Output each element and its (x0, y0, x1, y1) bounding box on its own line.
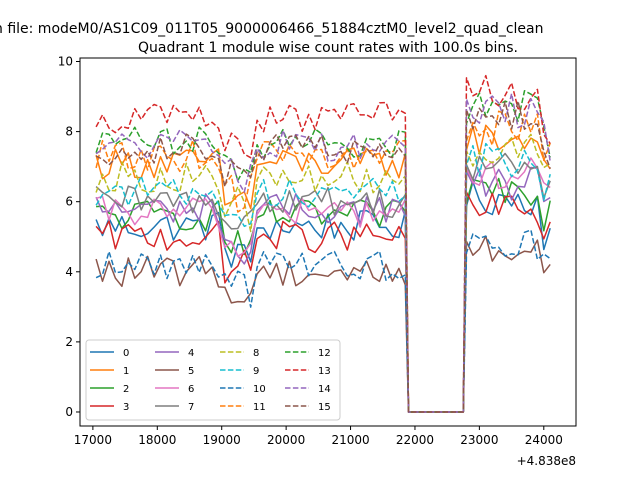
x-tick-label: 20000 (267, 433, 305, 447)
legend-label-5: 5 (188, 366, 194, 377)
series-line-15 (95, 100, 551, 413)
legend-label-12: 12 (318, 348, 331, 359)
legend-label-7: 7 (188, 402, 194, 413)
legend-label-8: 8 (253, 348, 259, 359)
legend-label-6: 6 (188, 384, 194, 395)
x-tick-label: 21000 (331, 433, 369, 447)
legend-box (85, 339, 341, 421)
series-line-13 (95, 74, 551, 413)
legend-label-9: 9 (253, 366, 259, 377)
legend-label-2: 2 (123, 384, 129, 395)
x-axis: 17000 18000 19000 20000 21000 22000 23000 24000 (74, 426, 563, 447)
legend-label-10: 10 (253, 384, 266, 395)
legend-label-3: 3 (123, 402, 129, 413)
series-line-6 (95, 157, 551, 413)
x-offset-label: +4.838e8 (517, 454, 576, 468)
y-tick-label: 0 (65, 405, 73, 419)
x-tick-label: 17000 (74, 433, 112, 447)
y-tick-label: 10 (58, 55, 73, 69)
legend-label-0: 0 (123, 348, 129, 359)
series-line-3 (95, 191, 551, 413)
x-tick-label: 22000 (396, 433, 434, 447)
x-tick-label: 23000 (460, 433, 498, 447)
legend-label-15: 15 (318, 402, 331, 413)
series-line-0 (95, 181, 551, 413)
y-tick-label: 4 (65, 265, 73, 279)
axes-frame (79, 57, 577, 427)
series-line-8 (95, 133, 551, 413)
y-tick-label: 8 (65, 125, 73, 139)
series-line-7 (95, 152, 551, 413)
y-tick-label: 6 (65, 195, 73, 209)
legend-label-4: 4 (188, 348, 194, 359)
legend-label-1: 1 (123, 366, 129, 377)
x-tick-label: 24000 (525, 433, 563, 447)
chart-title: Quadrant 1 module wise count rates with … (138, 40, 518, 56)
series-line-14 (95, 92, 551, 413)
x-tick-label: 18000 (138, 433, 176, 447)
figure-suptitle: n file: modeM0/AS1C09_011T05_9000006466_… (0, 21, 543, 37)
y-tick-label: 2 (65, 335, 73, 349)
legend-label-14: 14 (318, 384, 331, 395)
x-tick-label: 19000 (203, 433, 241, 447)
y-axis: 0 2 4 6 8 10 (58, 55, 80, 419)
series-line-5 (95, 235, 551, 413)
series-line-12 (95, 90, 551, 413)
legend-label-13: 13 (318, 366, 331, 377)
legend-label-11: 11 (253, 402, 266, 413)
series-line-9 (95, 142, 551, 413)
series-line-10 (95, 229, 551, 413)
series-line-11 (95, 110, 551, 413)
series-line-1 (95, 124, 551, 413)
plot-area (95, 74, 551, 413)
